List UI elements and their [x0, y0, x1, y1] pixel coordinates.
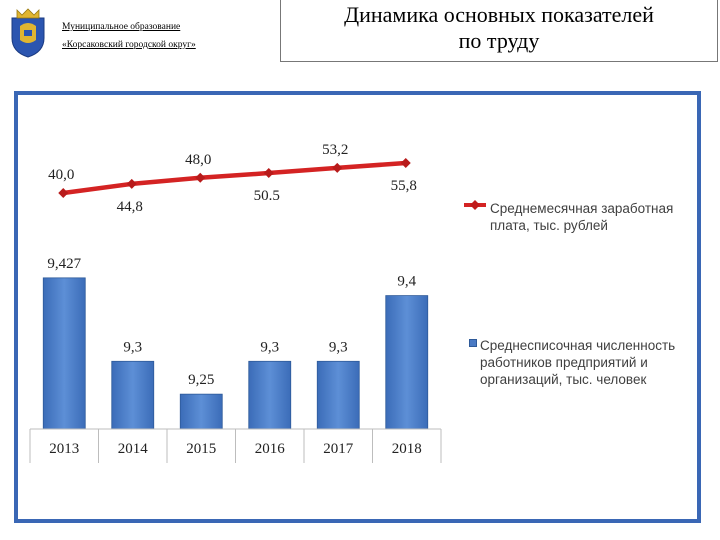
salary-point-2017	[332, 162, 343, 173]
bar-label-2017: 9,3	[329, 339, 348, 355]
x-tick-2014: 2014	[118, 441, 149, 457]
bar-2016	[248, 360, 292, 430]
bar-2013	[42, 277, 86, 430]
bar-label-2015: 9,25	[188, 372, 214, 388]
bar-2018	[385, 295, 429, 430]
x-tick-2017: 2017	[323, 441, 354, 457]
salary-point-2018	[400, 157, 411, 168]
x-tick-2016: 2016	[255, 441, 286, 457]
x-tick-2015: 2015	[186, 441, 216, 457]
header-org-block: Муниципальное образование «Корсаковский …	[0, 0, 278, 66]
legend-salary: Среднемесячная заработная плата, тыс. ру…	[490, 201, 674, 233]
org-name-line1: Муниципальное образование	[62, 22, 181, 32]
x-tick-2018: 2018	[392, 441, 422, 457]
salary-label-2014: 44,8	[117, 199, 143, 215]
salary-point-2014	[126, 178, 137, 189]
salary-label-2013: 40,0	[48, 167, 74, 183]
bar-2015	[179, 393, 223, 430]
bar-label-2016: 9,3	[260, 339, 279, 355]
salary-line	[62, 160, 406, 196]
coat-of-arms-icon	[11, 8, 45, 58]
bar-label-2018: 9,4	[397, 274, 416, 290]
bar-2014	[111, 360, 155, 430]
salary-point-2016	[263, 168, 274, 179]
salary-label-2018: 55,8	[391, 178, 417, 194]
salary-label-2015: 48,0	[185, 152, 211, 168]
slide-title-line2: по труду	[458, 28, 540, 53]
x-tick-2013: 2013	[49, 441, 79, 457]
salary-point-2015	[195, 172, 206, 183]
salary-label-2017: 53,2	[322, 142, 348, 158]
salary-label-2016: 50.5	[254, 188, 280, 204]
slide-title-line1: Динамика основных показателей	[344, 2, 654, 27]
legend-bar-marker-icon	[469, 339, 477, 347]
bar-label-2013: 9,427	[47, 256, 81, 272]
bar-2017	[316, 360, 360, 430]
legend-employees: Среднесписочная численность работников п…	[480, 338, 676, 387]
bar-label-2014: 9,3	[123, 339, 142, 355]
org-name-line2: «Корсаковский городской округ»	[62, 40, 196, 50]
slide-title-box: Динамика основных показателей по труду	[280, 0, 718, 62]
chart-frame	[14, 91, 701, 523]
salary-point-2013	[58, 188, 69, 198]
legend-line-marker-icon	[464, 200, 486, 210]
